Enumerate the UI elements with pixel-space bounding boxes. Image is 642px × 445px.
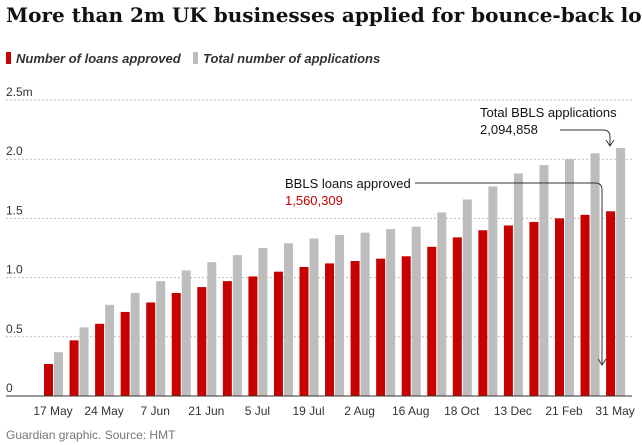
bar-approved xyxy=(248,276,258,396)
bar-applications xyxy=(156,281,166,396)
bar-approved xyxy=(606,211,616,396)
legend-approved-swatch xyxy=(6,52,11,64)
bar-applications xyxy=(462,199,472,396)
bar-approved xyxy=(95,323,105,396)
bar-applications xyxy=(79,327,89,396)
x-tick-label: 18 Oct xyxy=(444,404,480,418)
y-tick-label: 2.0 xyxy=(6,144,23,158)
x-tick-label: 21 Feb xyxy=(545,404,583,418)
bar-approved xyxy=(580,214,590,396)
chart-title: More than 2m UK businesses applied for b… xyxy=(6,3,642,27)
approved-annotation-value: 1,560,309 xyxy=(285,193,343,208)
x-tick-label: 21 Jun xyxy=(188,404,224,418)
bar-approved xyxy=(478,230,488,396)
x-tick-label: 13 Dec xyxy=(494,404,532,418)
bar-approved xyxy=(120,311,130,396)
bar-applications xyxy=(590,153,600,396)
bar-applications xyxy=(488,186,498,396)
x-tick-label: 5 Jul xyxy=(245,404,270,418)
applications-annotation-title: Total BBLS applications xyxy=(480,105,617,120)
y-tick-label: 1.0 xyxy=(6,263,23,277)
approved-annotation-leader xyxy=(415,182,603,365)
x-tick-label: 7 Jun xyxy=(141,404,170,418)
approved-annotation: BBLS loans approved 1,560,309 xyxy=(285,176,607,366)
bar-applications xyxy=(360,232,370,396)
bar-applications xyxy=(232,255,242,396)
source-note: Guardian graphic. Source: HMT xyxy=(6,428,176,442)
bar-approved xyxy=(69,340,79,396)
bar-approved xyxy=(529,221,539,396)
bar-applications xyxy=(539,165,549,396)
bar-approved xyxy=(503,225,513,396)
bar-applications xyxy=(411,226,421,396)
bar-approved xyxy=(197,287,207,396)
x-tick-label: 16 Aug xyxy=(392,404,429,418)
bar-applications xyxy=(181,270,191,396)
x-tick-label: 19 Jul xyxy=(292,404,324,418)
applications-annotation-value: 2,094,858 xyxy=(480,122,538,137)
y-tick-label: 0 xyxy=(6,381,13,395)
legend-applications-swatch xyxy=(193,52,198,64)
bar-approved xyxy=(555,218,564,396)
bar-applications xyxy=(309,238,319,396)
approved-annotation-arrowhead xyxy=(597,358,607,366)
bar-applications xyxy=(437,212,447,396)
bar-approved xyxy=(171,292,181,396)
bar-approved xyxy=(376,258,386,396)
bar-applications xyxy=(207,262,217,396)
bar-applications xyxy=(335,234,345,396)
bar-applications xyxy=(54,352,63,396)
bar-approved xyxy=(222,281,232,396)
bar-applications xyxy=(386,229,396,396)
legend-approved-label: Number of loans approved xyxy=(16,51,182,66)
applications-annotation-leader xyxy=(560,129,611,145)
bar-approved xyxy=(146,302,156,396)
bars xyxy=(44,147,626,396)
legend-applications-label: Total number of applications xyxy=(203,51,380,66)
y-tick-label: 2.5m xyxy=(6,85,33,99)
bar-approved xyxy=(299,266,309,396)
bar-applications xyxy=(565,159,574,396)
x-tick-label: 17 May xyxy=(33,404,72,418)
bar-applications xyxy=(258,248,268,396)
x-axis-ticks: 17 May 24 May 7 Jun 21 Jun 5 Jul 19 Jul 2 Aug 1… xyxy=(33,404,634,418)
approved-annotation-title: BBLS loans approved xyxy=(285,176,411,191)
bar-approved xyxy=(44,364,53,396)
bar-approved xyxy=(350,261,360,396)
bar-applications xyxy=(513,173,523,396)
y-tick-label: 1.5 xyxy=(6,203,23,217)
bar-approved xyxy=(427,246,437,396)
bar-applications xyxy=(616,147,626,396)
x-tick-label: 24 May xyxy=(84,404,123,418)
y-axis-ticks: 2.5m 2.0 1.5 1.0 0.5 0 xyxy=(6,85,33,395)
applications-annotation: Total BBLS applications 2,094,858 xyxy=(480,105,617,147)
bar-applications xyxy=(105,304,115,396)
legend: Number of loans approved Total number of… xyxy=(6,51,380,66)
y-tick-label: 0.5 xyxy=(6,322,23,336)
bar-approved xyxy=(401,256,411,396)
bar-approved xyxy=(273,271,283,396)
bar-applications xyxy=(283,243,293,396)
x-tick-label: 31 May xyxy=(595,404,634,418)
bar-applications xyxy=(130,292,140,396)
bar-approved xyxy=(452,237,462,396)
x-tick-label: 2 Aug xyxy=(344,404,375,418)
bar-approved xyxy=(325,263,335,396)
applications-annotation-arrowhead xyxy=(605,139,615,147)
